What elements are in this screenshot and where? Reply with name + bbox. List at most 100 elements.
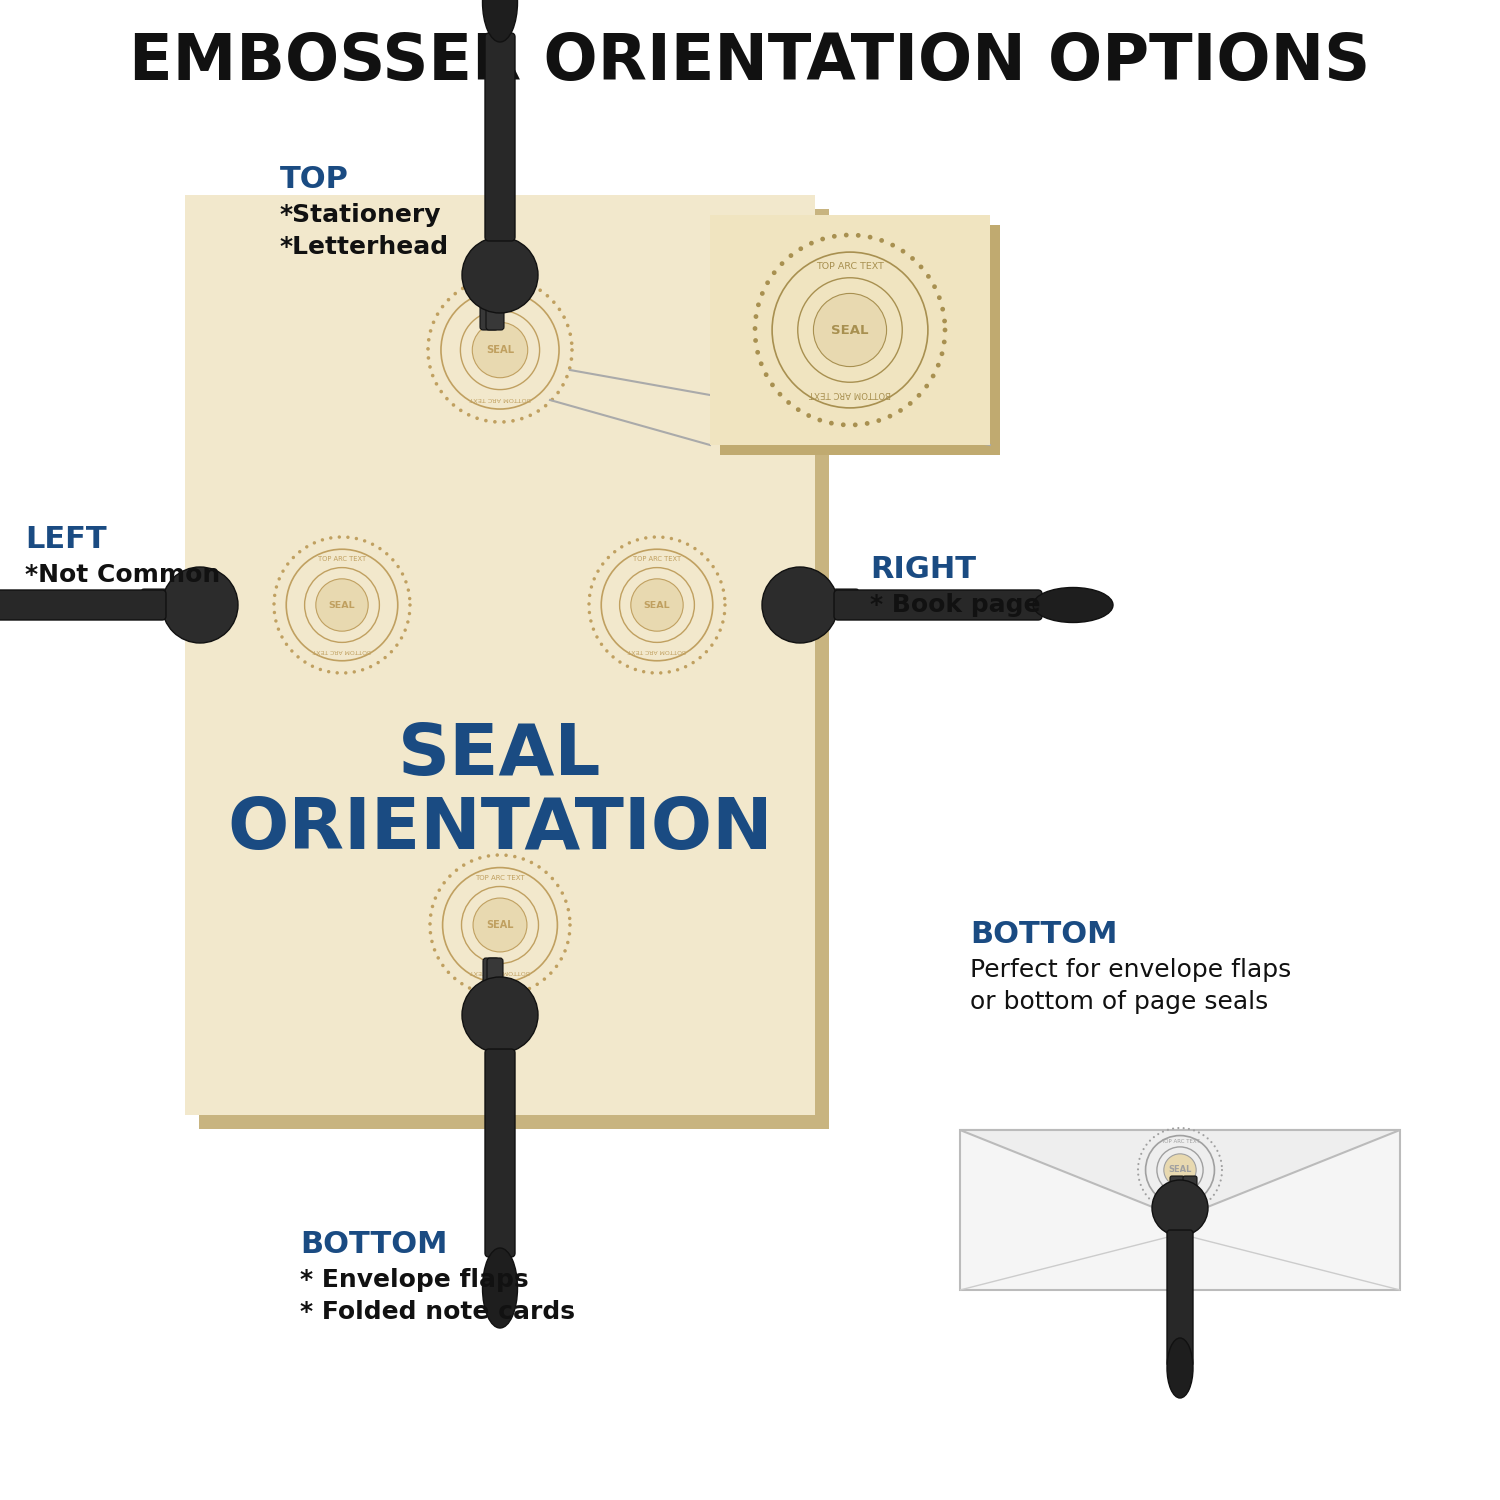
- Circle shape: [910, 256, 915, 261]
- Circle shape: [876, 419, 880, 423]
- Circle shape: [338, 536, 340, 538]
- Circle shape: [430, 904, 435, 908]
- Text: TOP: TOP: [280, 165, 350, 194]
- Circle shape: [327, 670, 330, 674]
- Circle shape: [273, 602, 276, 606]
- Circle shape: [856, 232, 861, 237]
- Circle shape: [676, 668, 680, 672]
- Circle shape: [1138, 1158, 1140, 1160]
- Circle shape: [544, 870, 548, 874]
- Circle shape: [504, 853, 509, 856]
- Text: BOTTOM: BOTTOM: [970, 920, 1118, 950]
- Circle shape: [486, 278, 490, 280]
- Circle shape: [273, 610, 276, 614]
- Circle shape: [888, 414, 892, 419]
- Circle shape: [430, 939, 433, 944]
- Circle shape: [753, 326, 758, 332]
- Circle shape: [494, 420, 496, 423]
- Circle shape: [612, 656, 615, 658]
- Circle shape: [867, 236, 873, 240]
- Circle shape: [476, 417, 478, 420]
- Text: * Book page: * Book page: [870, 592, 1041, 616]
- Circle shape: [400, 636, 404, 639]
- Circle shape: [760, 291, 765, 296]
- Circle shape: [556, 390, 560, 394]
- Text: Perfect for envelope flaps: Perfect for envelope flaps: [970, 958, 1292, 982]
- Circle shape: [484, 419, 488, 423]
- Circle shape: [756, 350, 760, 354]
- Circle shape: [796, 408, 801, 413]
- Circle shape: [408, 603, 411, 606]
- Circle shape: [470, 859, 474, 862]
- Circle shape: [466, 413, 471, 417]
- Circle shape: [789, 254, 794, 258]
- Circle shape: [432, 321, 435, 324]
- Circle shape: [916, 393, 921, 398]
- FancyBboxPatch shape: [483, 958, 500, 984]
- FancyBboxPatch shape: [710, 214, 990, 446]
- Ellipse shape: [1034, 588, 1113, 622]
- Circle shape: [1152, 1202, 1154, 1203]
- FancyBboxPatch shape: [1170, 1176, 1184, 1196]
- Circle shape: [556, 884, 560, 886]
- FancyBboxPatch shape: [960, 1130, 1400, 1290]
- Circle shape: [1203, 1134, 1204, 1136]
- Circle shape: [546, 294, 549, 297]
- Circle shape: [924, 384, 928, 388]
- Text: SEAL: SEAL: [831, 324, 868, 336]
- Circle shape: [513, 855, 516, 858]
- Circle shape: [274, 620, 278, 622]
- Circle shape: [433, 897, 436, 900]
- Circle shape: [1216, 1150, 1218, 1152]
- Circle shape: [441, 963, 444, 968]
- Circle shape: [1197, 1208, 1198, 1209]
- Circle shape: [756, 303, 760, 307]
- Circle shape: [346, 536, 350, 538]
- Circle shape: [558, 308, 561, 310]
- Circle shape: [1188, 1128, 1190, 1130]
- Circle shape: [642, 670, 645, 674]
- Circle shape: [723, 603, 726, 606]
- Circle shape: [942, 339, 946, 345]
- Circle shape: [562, 315, 566, 320]
- Circle shape: [570, 348, 574, 352]
- Circle shape: [276, 627, 280, 632]
- Circle shape: [459, 408, 462, 413]
- Circle shape: [716, 636, 718, 639]
- Circle shape: [940, 308, 945, 312]
- Circle shape: [1206, 1202, 1208, 1203]
- Circle shape: [692, 662, 694, 664]
- Circle shape: [522, 280, 526, 284]
- Circle shape: [560, 957, 562, 960]
- Circle shape: [1221, 1168, 1222, 1172]
- Circle shape: [566, 375, 568, 378]
- Circle shape: [435, 382, 438, 386]
- Circle shape: [462, 976, 538, 1053]
- Circle shape: [566, 940, 570, 944]
- Circle shape: [770, 382, 776, 387]
- Circle shape: [454, 868, 458, 871]
- Circle shape: [555, 964, 558, 968]
- Circle shape: [762, 567, 839, 644]
- Circle shape: [590, 620, 592, 622]
- Circle shape: [588, 594, 591, 597]
- Circle shape: [282, 570, 285, 573]
- Circle shape: [597, 570, 600, 573]
- Circle shape: [363, 538, 366, 543]
- Circle shape: [567, 932, 572, 936]
- Circle shape: [336, 670, 339, 675]
- Circle shape: [429, 914, 432, 916]
- Text: *Stationery: *Stationery: [280, 202, 441, 226]
- Circle shape: [273, 594, 276, 597]
- FancyBboxPatch shape: [200, 209, 830, 1130]
- Circle shape: [1186, 1210, 1188, 1212]
- Circle shape: [842, 423, 846, 427]
- Text: BOTTOM ARC TEXT: BOTTOM ARC TEXT: [470, 396, 531, 400]
- Circle shape: [406, 621, 410, 624]
- Circle shape: [668, 670, 670, 674]
- FancyBboxPatch shape: [1167, 1230, 1192, 1366]
- Text: * Envelope flaps: * Envelope flaps: [300, 1268, 528, 1292]
- Circle shape: [564, 950, 567, 952]
- Circle shape: [600, 642, 603, 646]
- Circle shape: [429, 328, 432, 333]
